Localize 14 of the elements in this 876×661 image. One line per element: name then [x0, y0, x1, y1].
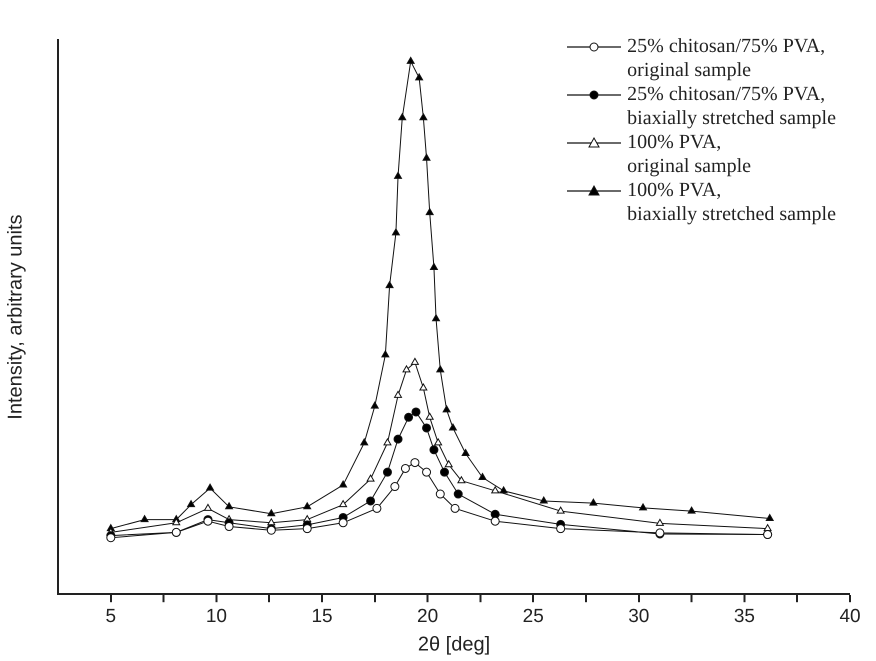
x-tick-label: 5: [106, 606, 116, 627]
legend-label: 25% chitosan/75% PVA, biaxially stretched sample: [627, 82, 836, 130]
y-axis-title: Intensity, arbitrary units: [4, 214, 27, 420]
legend-label: 25% chitosan/75% PVA, original sample: [627, 34, 826, 82]
x-tick-label: 35: [734, 606, 755, 627]
x-tick-label: 20: [417, 606, 438, 627]
x-tick-label: 40: [839, 606, 861, 627]
legend-label: 100% PVA, original sample: [627, 130, 752, 178]
x-tick-label: 25: [522, 606, 544, 627]
x-tick-label: 15: [311, 606, 333, 627]
x-tick-label: 30: [628, 606, 650, 627]
x-tick-label: 10: [206, 606, 227, 627]
x-axis-title: 2θ [deg]: [418, 634, 490, 656]
legend-label: 100% PVA, biaxially stretched sample: [627, 178, 836, 226]
